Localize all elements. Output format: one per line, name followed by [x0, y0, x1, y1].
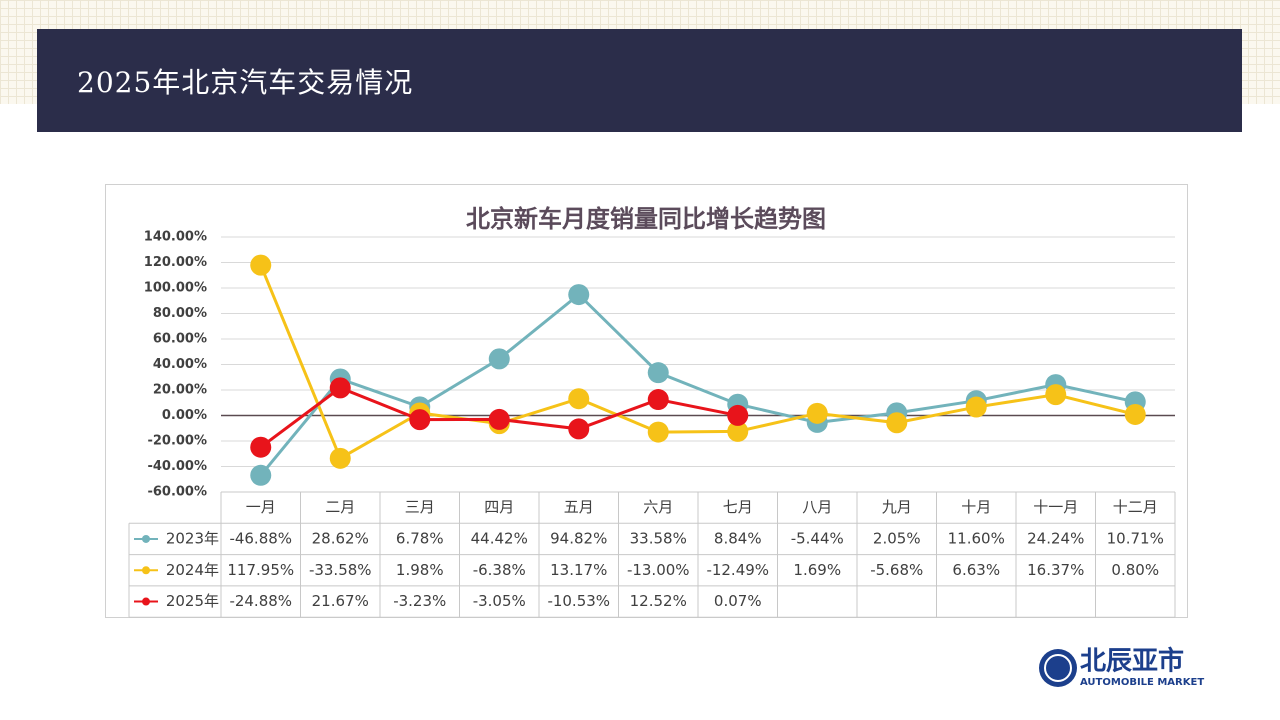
y-tick-label: 20.00%	[153, 383, 207, 398]
marker	[568, 284, 590, 306]
x-tick-label: 六月	[643, 498, 673, 516]
y-tick-label: 40.00%	[153, 357, 207, 372]
x-tick-label: 四月	[484, 498, 514, 516]
x-tick-label: 一月	[246, 498, 276, 516]
legend-dot	[142, 597, 150, 606]
table-value: 13.17%	[550, 561, 607, 579]
table-value: -46.88%	[229, 529, 292, 547]
marker	[568, 418, 590, 440]
table-value: 1.69%	[793, 561, 841, 579]
marker	[250, 464, 272, 486]
table-value: 44.42%	[471, 529, 528, 547]
logo-name: 北辰亚市	[1080, 646, 1184, 677]
logo-icon-ring	[1044, 654, 1072, 682]
table-value: 94.82%	[550, 529, 607, 547]
marker	[329, 377, 351, 399]
marker	[1045, 384, 1067, 406]
table-value: 24.24%	[1027, 529, 1084, 547]
table-value: 16.37%	[1027, 561, 1084, 579]
table-value: -5.68%	[870, 561, 923, 579]
chart-frame	[105, 184, 1188, 618]
header-title: 2025年北京汽车交易情况	[77, 66, 414, 99]
marker	[647, 421, 669, 443]
table-value: -24.88%	[229, 592, 292, 610]
y-tick-label: 0.00%	[162, 408, 207, 423]
table-value: 33.58%	[630, 529, 687, 547]
table-value: 11.60%	[948, 529, 1005, 547]
table-value: 21.67%	[312, 592, 369, 610]
marker	[806, 402, 828, 424]
x-tick-label: 十一月	[1033, 498, 1078, 516]
table-value: 117.95%	[227, 561, 294, 579]
chart-title: 北京新车月度销量同比增长趋势图	[466, 205, 826, 233]
table-value: 1.98%	[396, 561, 444, 579]
x-tick-label: 七月	[723, 498, 753, 516]
legend-dot	[142, 534, 150, 543]
table-value: -5.44%	[791, 529, 844, 547]
y-tick-label: -40.00%	[147, 459, 207, 474]
series-line	[259, 292, 1136, 477]
y-tick-label: -60.00%	[147, 485, 207, 500]
x-tick-label: 八月	[802, 498, 832, 516]
marker	[488, 408, 510, 430]
marker	[965, 396, 987, 418]
table-value: 2.05%	[873, 529, 921, 547]
y-tick-label: 100.00%	[144, 281, 207, 296]
marker	[250, 436, 272, 458]
marker	[488, 348, 510, 370]
marker	[647, 389, 669, 411]
marker	[329, 447, 351, 469]
x-tick-label: 二月	[325, 498, 355, 516]
x-tick-label: 五月	[564, 498, 594, 516]
x-tick-label: 三月	[405, 498, 435, 516]
y-tick-label: -20.00%	[147, 434, 207, 449]
marker	[1124, 403, 1146, 425]
table-value: -6.38%	[473, 561, 526, 579]
table-value: 6.63%	[952, 561, 1000, 579]
table-value: -3.23%	[393, 592, 446, 610]
logo: 北辰亚市 AUTOMOBILE MARKET	[1039, 646, 1204, 688]
marker	[727, 404, 749, 426]
legend-label: 2025年	[166, 592, 219, 610]
table-value: 0.07%	[714, 592, 762, 610]
table-value: 8.84%	[714, 529, 762, 547]
table-value: -10.53%	[547, 592, 610, 610]
y-tick-label: 80.00%	[153, 306, 207, 321]
y-tick-label: 120.00%	[144, 255, 207, 270]
y-tick-label: 140.00%	[144, 230, 207, 245]
x-tick-label: 十二月	[1113, 498, 1158, 516]
y-tick-label: 60.00%	[153, 332, 207, 347]
table-value: 0.80%	[1111, 561, 1159, 579]
table-value: -33.58%	[309, 561, 372, 579]
legend-dot	[142, 566, 150, 575]
marker	[568, 388, 590, 410]
table-value: 6.78%	[396, 529, 444, 547]
header-bar: 2025年北京汽车交易情况	[37, 29, 1242, 132]
marker	[647, 362, 669, 384]
table-value: -13.00%	[627, 561, 690, 579]
legend-label: 2023年	[166, 529, 219, 547]
table-value: -3.05%	[473, 592, 526, 610]
table-value: -12.49%	[706, 561, 769, 579]
x-tick-label: 九月	[882, 498, 912, 516]
table-value: 12.52%	[630, 592, 687, 610]
legend-label: 2024年	[166, 561, 219, 579]
logo-subtitle: AUTOMOBILE MARKET	[1080, 677, 1204, 688]
x-tick-label: 十月	[961, 498, 991, 516]
marker	[886, 412, 908, 434]
marker	[727, 420, 749, 442]
marker	[409, 409, 431, 431]
table-value: 10.71%	[1107, 529, 1164, 547]
table-value: 28.62%	[312, 529, 369, 547]
marker	[250, 254, 272, 276]
series-line	[259, 264, 1136, 461]
